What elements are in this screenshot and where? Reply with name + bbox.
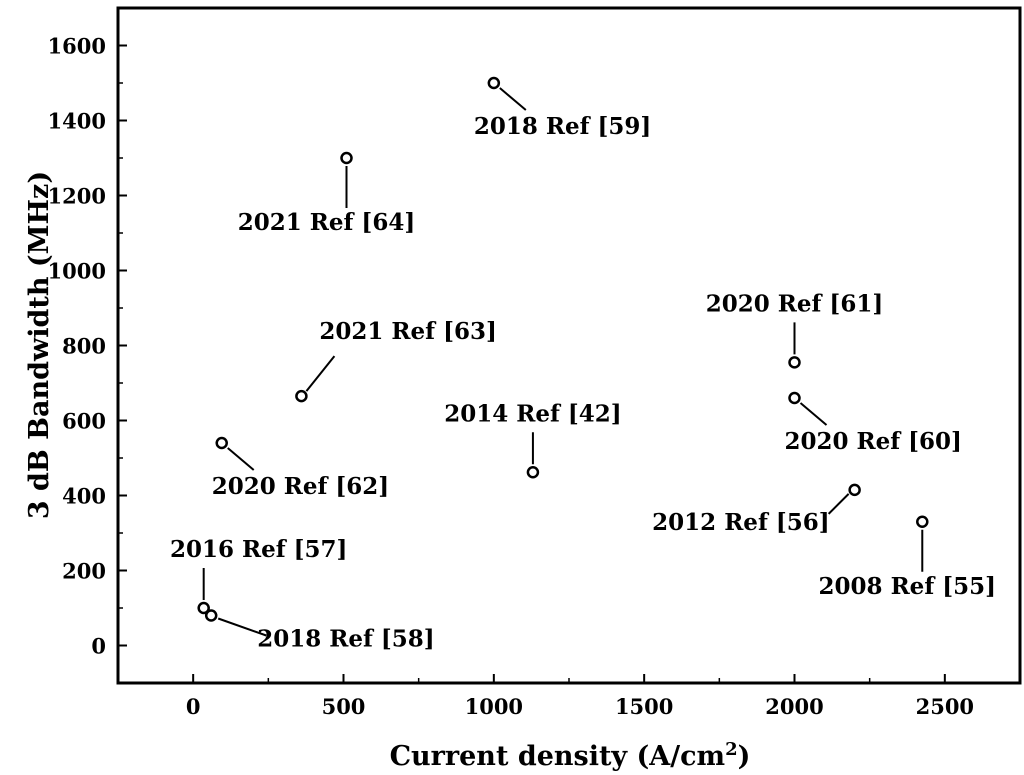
point-label: 2008 Ref [55] <box>819 573 996 600</box>
x-tick-label: 1500 <box>615 694 673 719</box>
point-label: 2020 Ref [60] <box>785 428 962 455</box>
data-point <box>526 466 540 479</box>
point-label: 2020 Ref [62] <box>212 473 389 500</box>
point-label: 2012 Ref [56] <box>652 509 829 536</box>
y-tick-label: 600 <box>62 409 106 434</box>
data-point <box>788 391 801 405</box>
data-point <box>295 389 308 403</box>
axis-ticks <box>118 44 946 683</box>
y-tick-label: 800 <box>62 334 106 359</box>
leader-line <box>227 447 255 471</box>
data-points <box>197 76 929 622</box>
y-tick-label: 200 <box>62 559 106 584</box>
leader-line <box>799 402 828 426</box>
data-point <box>788 356 801 369</box>
data-point <box>487 76 501 90</box>
data-point <box>916 515 929 528</box>
y-axis-title: 3 dB Bandwidth (MHz) <box>24 171 55 519</box>
x-axis-title-main: Current density (A/cm <box>390 741 726 772</box>
data-point <box>204 609 218 622</box>
x-axis-title: Current density (A/cm2) <box>390 739 751 773</box>
y-tick-label: 1200 <box>48 184 106 209</box>
data-point <box>215 436 228 450</box>
data-point <box>848 483 861 497</box>
point-label: 2021 Ref [63] <box>319 318 496 345</box>
point-label: 2021 Ref [64] <box>238 209 415 236</box>
data-point <box>197 601 210 615</box>
point-label: 2016 Ref [57] <box>170 536 347 563</box>
tick-labels: 0 500 1000 1500 2000 2500 0 200 400 600 800 1000 120… <box>48 34 975 720</box>
data-point <box>340 151 353 165</box>
x-tick-label: 2000 <box>765 694 823 719</box>
leader-line <box>827 493 850 515</box>
y-tick-label: 1000 <box>48 259 106 284</box>
y-tick-label: 0 <box>91 634 106 659</box>
leader-line <box>305 355 336 392</box>
x-tick-label: 0 <box>186 694 201 719</box>
point-label: 2014 Ref [42] <box>444 400 621 427</box>
x-tick-label: 1000 <box>465 694 523 719</box>
point-label: 2018 Ref [58] <box>257 626 434 653</box>
point-labels: 2018 Ref [59] 2021 Ref [64] 2021 Ref [63] 2… <box>170 113 996 653</box>
y-tick-label: 400 <box>62 484 106 509</box>
point-label: 2018 Ref [59] <box>474 113 651 140</box>
leader-line <box>499 87 527 111</box>
x-tick-label: 500 <box>322 694 366 719</box>
x-tick-label: 2500 <box>916 694 974 719</box>
x-axis-title-end: ) <box>738 741 751 772</box>
leader-line <box>217 617 267 637</box>
point-label: 2020 Ref [61] <box>706 290 883 317</box>
annotation-leaders <box>202 87 924 637</box>
y-tick-label: 1600 <box>48 34 106 59</box>
y-tick-label: 1400 <box>48 109 106 134</box>
x-axis-title-sup: 2 <box>725 739 738 760</box>
